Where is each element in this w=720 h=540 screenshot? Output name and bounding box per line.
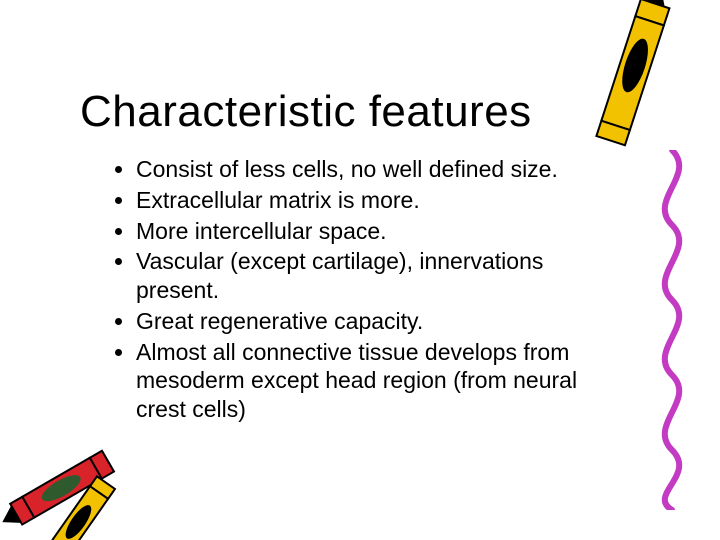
crayon-icon <box>572 0 692 160</box>
list-item: Great regenerative capacity. <box>136 307 598 336</box>
squiggle-icon <box>642 150 702 510</box>
list-item: Extracellular matrix is more. <box>136 186 598 215</box>
list-item: Vascular (except cartilage), innervation… <box>136 247 598 305</box>
list-item: Consist of less cells, no well defined s… <box>136 155 598 184</box>
list-item: More intercellular space. <box>136 217 598 246</box>
crayon-icon <box>0 426 164 540</box>
page-title: Characteristic features <box>80 87 532 137</box>
bullet-list: Consist of less cells, no well defined s… <box>108 155 598 426</box>
list-item: Almost all connective tissue develops fr… <box>136 338 598 424</box>
slide: Characteristic features Consist of less … <box>0 0 720 540</box>
